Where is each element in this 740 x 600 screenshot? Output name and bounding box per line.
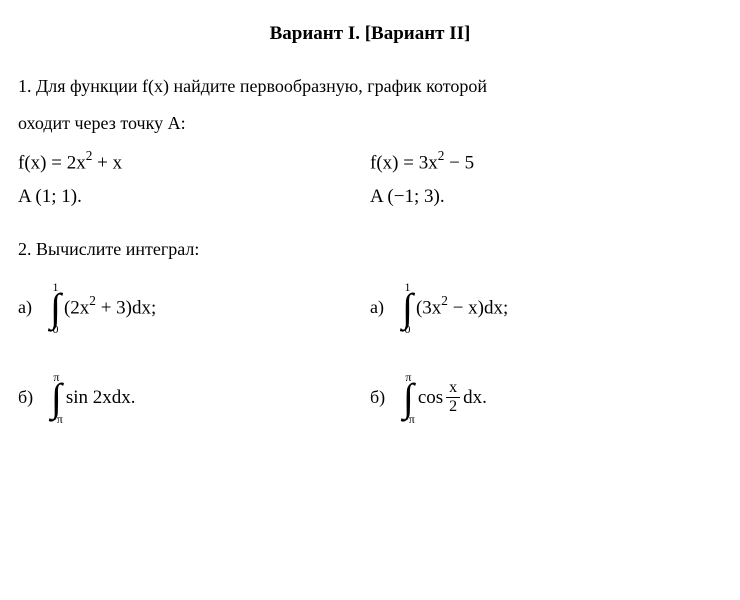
problem1-line1: 1. Для функции f(x) найдите первообразну… — [18, 73, 722, 100]
p1-right-func-base: f(x) = 3x — [370, 152, 438, 173]
integral-sign: π ∫ −π — [402, 371, 415, 425]
fraction: x 2 — [446, 380, 460, 415]
frac-numerator: x — [446, 380, 460, 398]
p2b-right: б) π ∫ −π cos x 2 dx. — [370, 371, 722, 425]
integral-sign: 1 ∫ 0 — [402, 281, 413, 335]
problem1-line2: оходит через точку A: — [18, 110, 722, 137]
integral-icon: ∫ — [403, 381, 414, 415]
integral-sign: 1 ∫ 0 — [50, 281, 61, 335]
frac-denominator: 2 — [446, 398, 460, 415]
p2a-right-lower: 0 — [404, 323, 410, 335]
p1-right-func-tail: − 5 — [444, 152, 474, 173]
integral-icon: ∫ — [50, 291, 61, 325]
variant-title: Вариант I. [Вариант II] — [18, 20, 722, 49]
p2b-right-integrand: cos x 2 dx. — [418, 380, 487, 415]
p2a-right-integrand: (3x2 − x)dx; — [416, 292, 508, 323]
p1-right-func-exp: 2 — [438, 148, 445, 163]
p2a-left-int-open: (2x — [64, 298, 89, 319]
p2a-left-integrand: (2x2 + 3)dx; — [64, 292, 156, 323]
p2a-left-lower: 0 — [52, 323, 58, 335]
p2b-left-label: б) — [18, 384, 50, 411]
p1-left-func-exp: 2 — [86, 148, 93, 163]
p1-right-function: f(x) = 3x2 − 5 — [370, 147, 722, 178]
p2a-left-label: a) — [18, 294, 50, 321]
p2b-left-integrand: sin 2xdx. — [66, 384, 136, 413]
p2b-right-lower: −π — [402, 413, 415, 425]
p2a-left-int-close: + 3)dx; — [96, 298, 156, 319]
p1-left-func-base: f(x) = 2x — [18, 152, 86, 173]
p1-right-point: A (−1; 3). — [370, 183, 722, 212]
p1-left-function: f(x) = 2x2 + x — [18, 147, 370, 178]
problem2-header: 2. Вычислите интеграл: — [18, 236, 722, 263]
integral-sign: π ∫ −π — [50, 371, 63, 425]
p2a-right-int-close: − x)dx; — [448, 298, 508, 319]
p2b-right-int-pre: cos — [418, 384, 443, 413]
p2a-left: a) 1 ∫ 0 (2x2 + 3)dx; — [18, 281, 370, 335]
p2a-right-label: a) — [370, 294, 402, 321]
p2a-right-int-open: (3x — [416, 298, 441, 319]
p2b-left-lower: −π — [50, 413, 63, 425]
p1-left-point: A (1; 1). — [18, 183, 370, 212]
p2b-right-int-post: dx. — [463, 384, 487, 413]
p2b-left: б) π ∫ −π sin 2xdx. — [18, 371, 370, 425]
p2b-right-label: б) — [370, 384, 402, 411]
p2a-right: a) 1 ∫ 0 (3x2 − x)dx; — [370, 281, 722, 335]
integral-icon: ∫ — [402, 291, 413, 325]
p1-left-func-tail: + x — [92, 152, 122, 173]
integral-icon: ∫ — [51, 381, 62, 415]
p2a-right-int-exp: 2 — [441, 293, 448, 308]
p2a-left-int-exp: 2 — [89, 293, 96, 308]
